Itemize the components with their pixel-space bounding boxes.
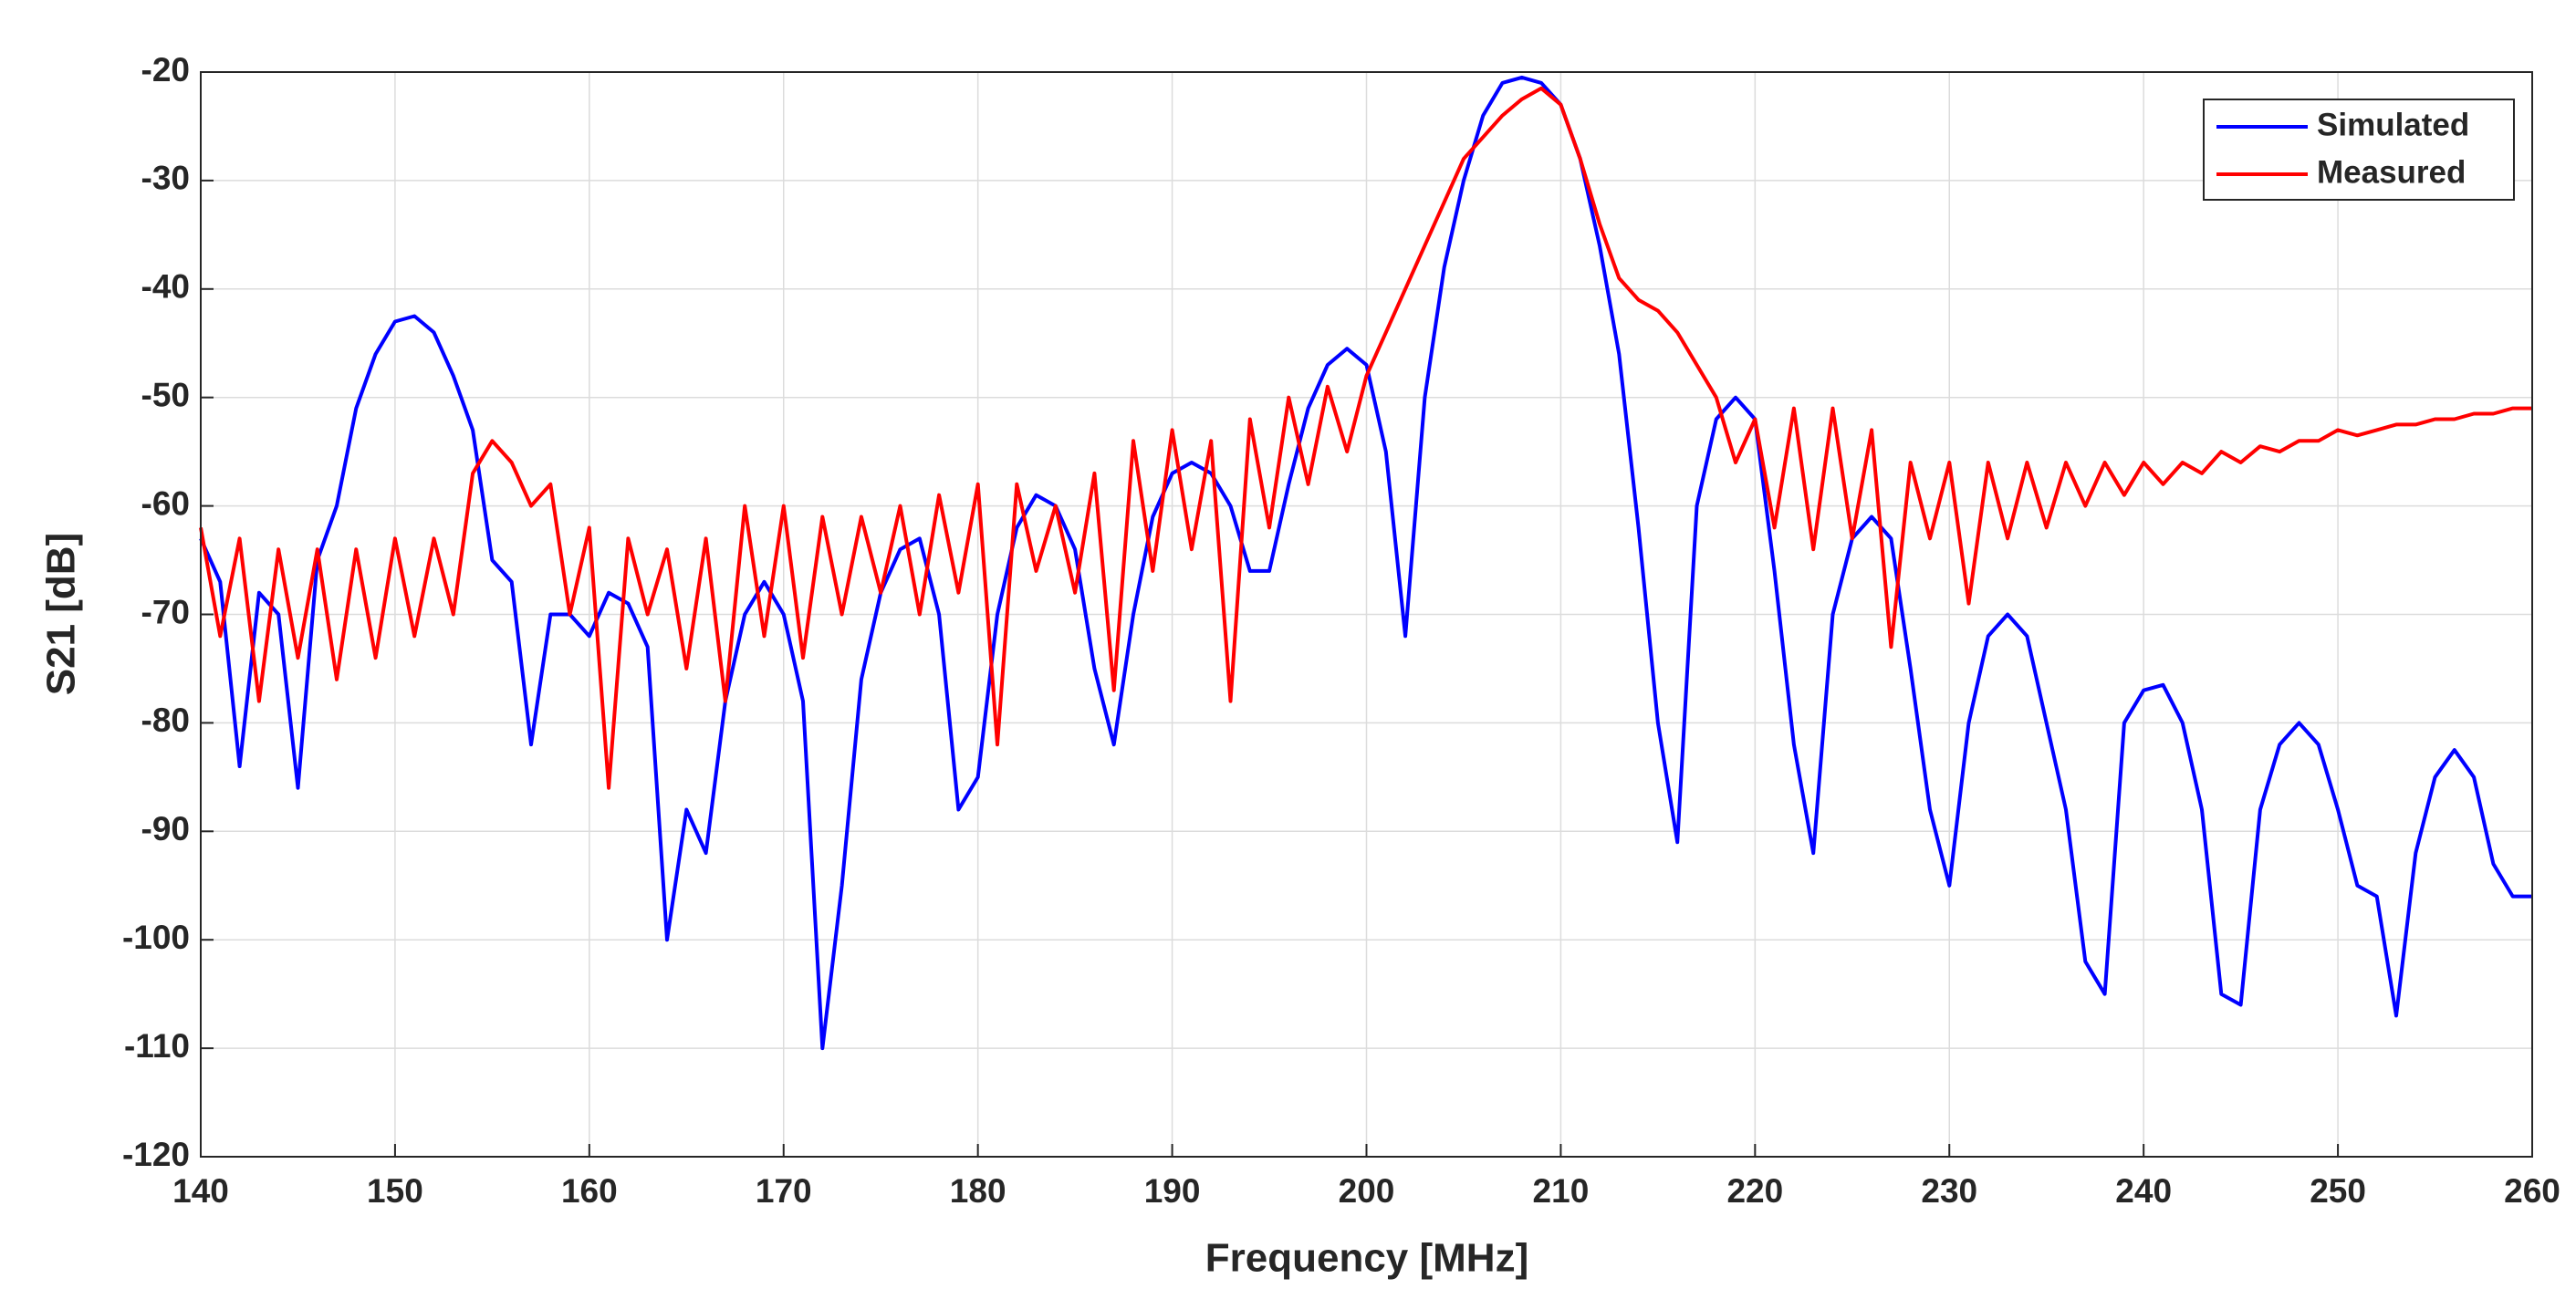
y-tick-label: -60 bbox=[141, 484, 190, 522]
x-tick-label: 160 bbox=[561, 1172, 618, 1210]
x-tick-label: 190 bbox=[1144, 1172, 1201, 1210]
x-tick-label: 200 bbox=[1339, 1172, 1395, 1210]
x-tick-label: 170 bbox=[756, 1172, 812, 1210]
x-tick-label: 230 bbox=[1921, 1172, 1977, 1210]
y-tick-label: -120 bbox=[122, 1136, 190, 1173]
legend-box bbox=[2203, 99, 2515, 201]
x-tick-label: 150 bbox=[367, 1172, 423, 1210]
y-tick-label: -80 bbox=[141, 702, 190, 739]
y-axis-label: S21 [dB] bbox=[39, 533, 84, 695]
legend-label: Measured bbox=[2317, 154, 2466, 190]
y-tick-label: -90 bbox=[141, 810, 190, 847]
y-tick-label: -20 bbox=[141, 51, 190, 88]
x-tick-label: 180 bbox=[950, 1172, 1006, 1210]
y-tick-label: -50 bbox=[141, 376, 190, 413]
y-tick-label: -100 bbox=[122, 919, 190, 956]
x-tick-label: 260 bbox=[2504, 1172, 2560, 1210]
x-tick-label: 210 bbox=[1533, 1172, 1590, 1210]
series-line bbox=[199, 86, 2532, 790]
y-tick-label: -110 bbox=[124, 1027, 190, 1065]
x-tick-label: 220 bbox=[1726, 1172, 1783, 1210]
plot-frame bbox=[200, 71, 2533, 1158]
x-tick-label: 240 bbox=[2115, 1172, 2172, 1210]
x-tick-label: 250 bbox=[2310, 1172, 2366, 1210]
y-tick-label: -40 bbox=[141, 268, 190, 306]
y-tick-label: -70 bbox=[141, 593, 190, 630]
x-axis-label: Frequency [MHz] bbox=[1205, 1236, 1528, 1281]
x-tick-label: 140 bbox=[172, 1172, 229, 1210]
legend-label: Simulated bbox=[2317, 107, 2469, 142]
y-tick-label: -30 bbox=[141, 160, 190, 197]
series-line bbox=[199, 75, 2532, 1051]
